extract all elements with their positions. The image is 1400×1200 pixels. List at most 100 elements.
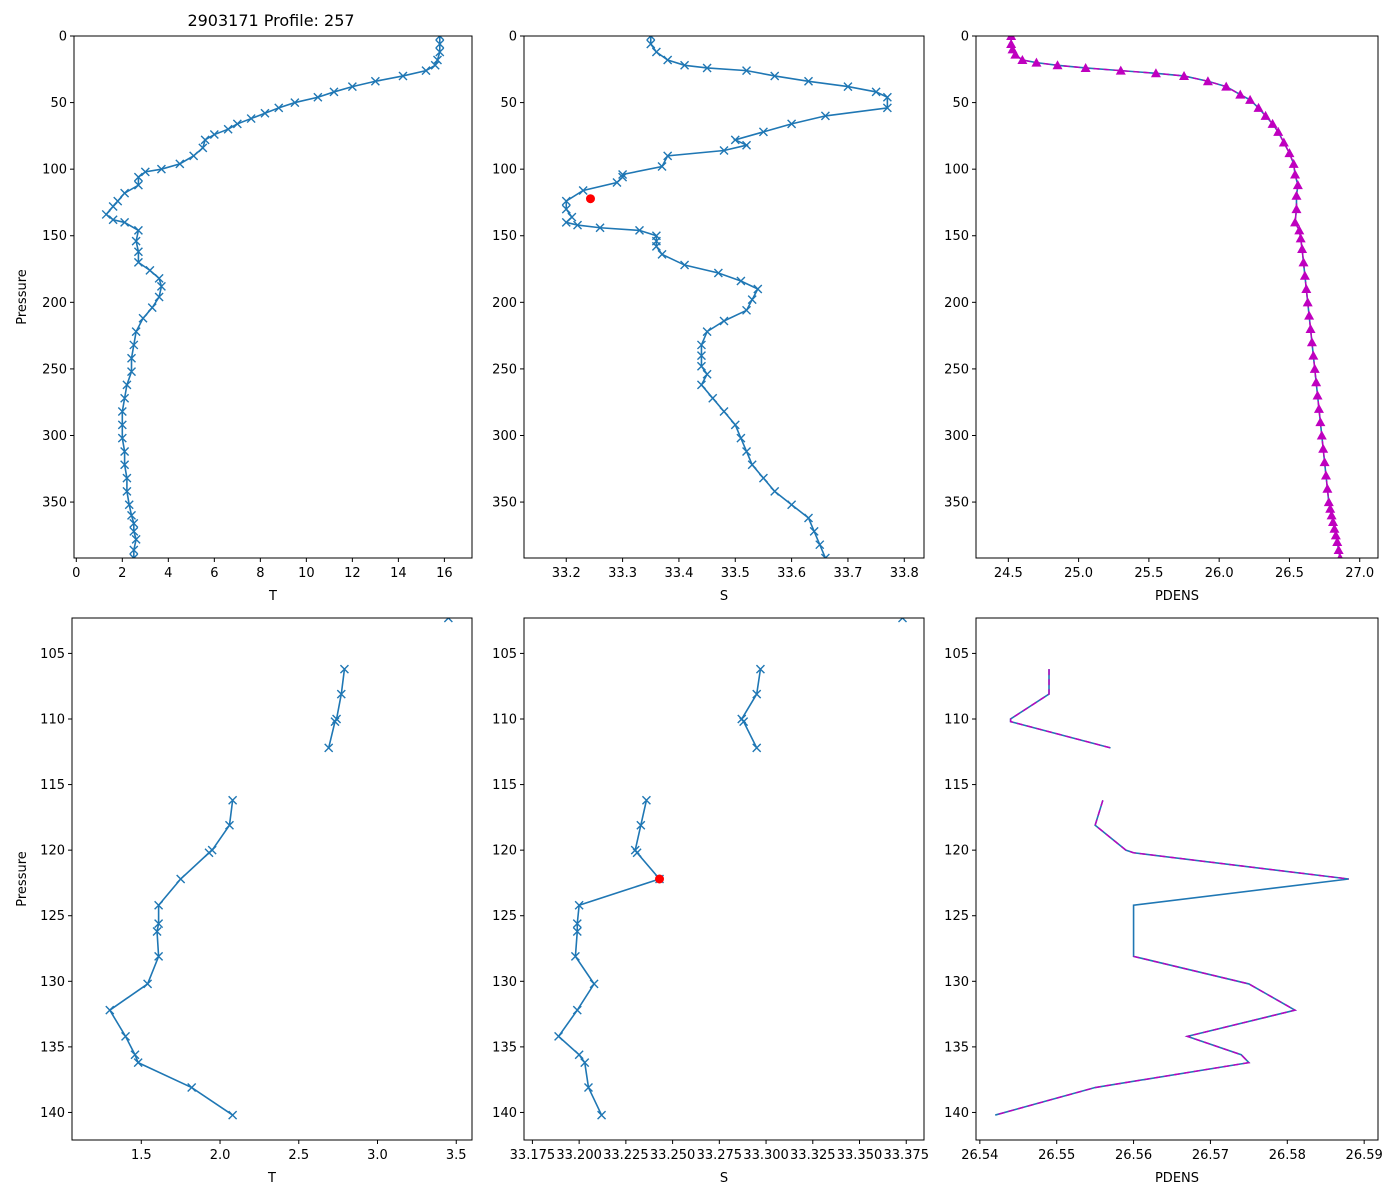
data-point-x-marker [561,196,571,206]
axes-frame [523,617,925,1141]
x-tick-label: 33.350 [837,1148,883,1163]
x-tick-label: 26.0 [1205,566,1234,581]
data-point-triangle-marker [1322,483,1333,493]
data-point-triangle-marker [1202,76,1213,86]
y-tick-label: 105 [944,647,969,662]
data-point-triangle-marker [1319,457,1330,467]
data-point-x-marker [187,1083,197,1093]
data-point-triangle-marker [1290,169,1301,179]
data-point-x-marker [680,260,690,270]
axes-frame [975,617,1379,1141]
data-point-triangle-marker [1295,233,1306,243]
series-line [995,800,1349,1116]
data-point-x-marker [719,316,729,326]
y-tick-label: 350 [492,496,517,511]
panel-t-zoom: 1.5 2.0 2.5 3.0 3.5 105 110 115 120 125 130 135 140 T… [15,617,473,1186]
x-tick-label: 26.56 [1115,1148,1152,1163]
data-point-x-marker [646,36,656,41]
data-point-x-marker [561,217,571,227]
data-point-x-marker [336,689,346,699]
data-point-x-marker [432,55,442,65]
data-point-x-marker [739,717,749,727]
data-point-x-marker [421,66,431,76]
data-point-x-marker [133,257,143,267]
data-point-x-marker [871,87,881,97]
x-tick-label: 33.325 [790,1148,836,1163]
data-point-x-marker [702,369,712,379]
data-point-x-marker [152,926,162,936]
x-tick-label: 10 [298,566,315,581]
data-point-x-marker [232,119,242,129]
series-line [327,669,346,749]
x-axis-label: T [267,1171,276,1186]
y-tick-label: 130 [492,975,517,990]
data-point-x-marker [138,313,148,323]
figure-title: 2903171 Profile: 257 [187,11,354,30]
y-tick-label: 250 [944,362,969,377]
data-point-x-marker [140,167,150,177]
y-tick-label: 105 [492,647,517,662]
y-tick-label: 135 [40,1040,65,1055]
data-point-x-marker [176,874,186,884]
data-area [1006,36,1344,558]
data-point-triangle-marker [1017,54,1028,64]
data-point-triangle-marker [1267,118,1278,128]
data-point-x-marker [572,919,582,929]
data-point-x-marker [228,795,238,805]
data-point-triangle-marker [1179,70,1190,80]
data-point-x-marker [124,500,134,510]
data-point-x-marker [736,433,746,443]
y-tick-label: 250 [492,362,517,377]
data-point-x-marker [882,92,892,102]
data-point-x-marker [702,327,712,337]
data-point-x-marker [156,281,166,291]
x-tick-label: 33.6 [777,566,806,581]
data-point-x-marker [435,36,445,41]
y-tick-label: 125 [492,909,517,924]
data-point-x-marker [131,236,141,246]
axes-frame [71,617,473,1141]
y-tick-label: 105 [40,647,65,662]
y-tick-label: 50 [500,96,517,111]
data-point-x-marker [154,919,164,929]
data-point-x-marker [742,305,752,315]
x-tick-label: 2 [118,566,126,581]
data-point-x-marker [820,553,830,558]
data-point-triangle-marker [1299,270,1310,280]
data-point-triangle-marker [1308,350,1319,360]
y-tick-label: 140 [944,1106,969,1121]
series-line [1010,36,1341,558]
data-point-x-marker [758,127,768,137]
panels: 0 2 4 6 8 10 12 14 16 0 50 100 150 200 250 300 350 T Press… [15,30,1383,1187]
data-point-x-marker [595,223,605,233]
data-point-triangle-marker [1325,503,1336,513]
data-point-triangle-marker [1318,443,1329,453]
data-point-triangle-marker [1245,94,1256,104]
data-point-x-marker [882,103,892,113]
data-point-x-marker [101,209,111,219]
data-point-x-marker [430,60,440,70]
x-tick-label: 27.0 [1345,566,1374,581]
data-point-triangle-marker [1278,137,1289,147]
y-tick-label: 130 [944,975,969,990]
data-point-x-marker [105,1005,115,1015]
data-point-x-marker [154,900,164,910]
x-tick-label: 33.275 [697,1148,743,1163]
data-point-x-marker [787,119,797,129]
y-tick-label: 140 [40,1106,65,1121]
data-point-x-marker [742,446,752,456]
data-point-x-marker [696,361,706,371]
data-point-triangle-marker [1006,38,1017,48]
data-point-triangle-marker [1297,244,1308,254]
data-point-x-marker [108,201,118,211]
data-point-x-marker [209,130,219,140]
data-point-x-marker [787,500,797,510]
data-point-x-marker [618,169,628,179]
x-tick-label: 33.5 [721,566,750,581]
data-point-x-marker [730,135,740,145]
data-point-triangle-marker [1313,403,1324,413]
x-axis-label: PDENS [1155,589,1199,604]
data-point-triangle-marker [1326,510,1337,520]
data-point-triangle-marker [1221,81,1232,91]
data-point-x-marker [347,82,357,92]
